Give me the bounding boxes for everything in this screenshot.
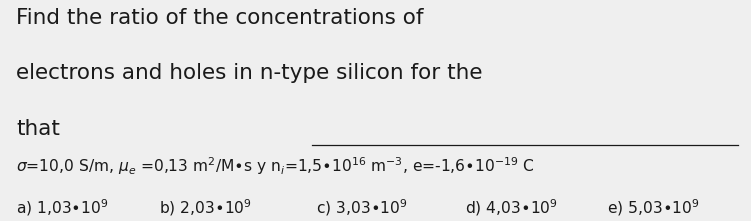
Text: b) 2,03$\bullet$10$^9$: b) 2,03$\bullet$10$^9$ <box>158 197 252 218</box>
Text: e) 5,03$\bullet$10$^9$: e) 5,03$\bullet$10$^9$ <box>608 197 700 218</box>
Text: d) 4,03$\bullet$10$^9$: d) 4,03$\bullet$10$^9$ <box>466 197 558 218</box>
Text: that: that <box>17 119 60 139</box>
Text: electrons and holes in n-type silicon for the: electrons and holes in n-type silicon fo… <box>17 63 483 83</box>
Text: $\sigma$=10,0 S/m, $\mu_e$ =0,13 m$^2$/M$\bullet$s y n$_i$=1,5$\bullet$10$^{16}$: $\sigma$=10,0 S/m, $\mu_e$ =0,13 m$^2$/M… <box>17 155 535 177</box>
Text: Find the ratio of the concentrations of: Find the ratio of the concentrations of <box>17 8 424 28</box>
Text: c) 3,03$\bullet$10$^9$: c) 3,03$\bullet$10$^9$ <box>315 197 407 218</box>
Text: a) 1,03$\bullet$10$^9$: a) 1,03$\bullet$10$^9$ <box>17 197 109 218</box>
